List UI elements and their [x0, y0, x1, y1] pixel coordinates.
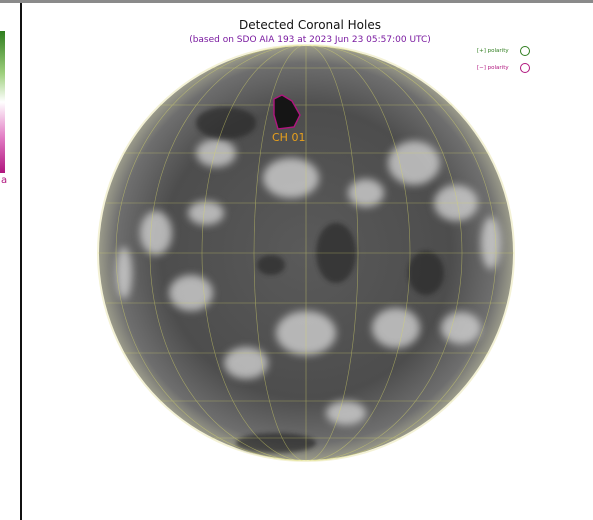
left-panel: a: [0, 3, 20, 520]
figure-subtitle: (based on SDO AIA 193 at 2023 Jun 23 05:…: [189, 35, 431, 45]
legend-negative: [−] polarity: [477, 59, 530, 76]
polarity-legend: [+] polarity [−] polarity: [477, 42, 530, 76]
coronal-hole-ch01-outline: [273, 94, 301, 130]
solar-disk-image: [97, 44, 515, 462]
panel-divider: [20, 3, 22, 520]
top-border: [0, 0, 593, 3]
legend-negative-label: [−] polarity: [477, 64, 509, 71]
legend-positive: [+] polarity: [477, 42, 530, 59]
coordinate-grid: [98, 45, 514, 461]
legend-positive-label: [+] polarity: [477, 47, 509, 54]
figure-title: Detected Coronal Holes: [238, 18, 381, 32]
coronal-hole-ch01-label: CH 01: [272, 131, 306, 144]
circle-outline-icon: [520, 45, 530, 56]
circle-outline-icon: [520, 62, 530, 73]
polarity-colorbar: [0, 31, 5, 173]
coronal-features: [98, 45, 514, 461]
colorbar-label: a: [1, 175, 8, 186]
